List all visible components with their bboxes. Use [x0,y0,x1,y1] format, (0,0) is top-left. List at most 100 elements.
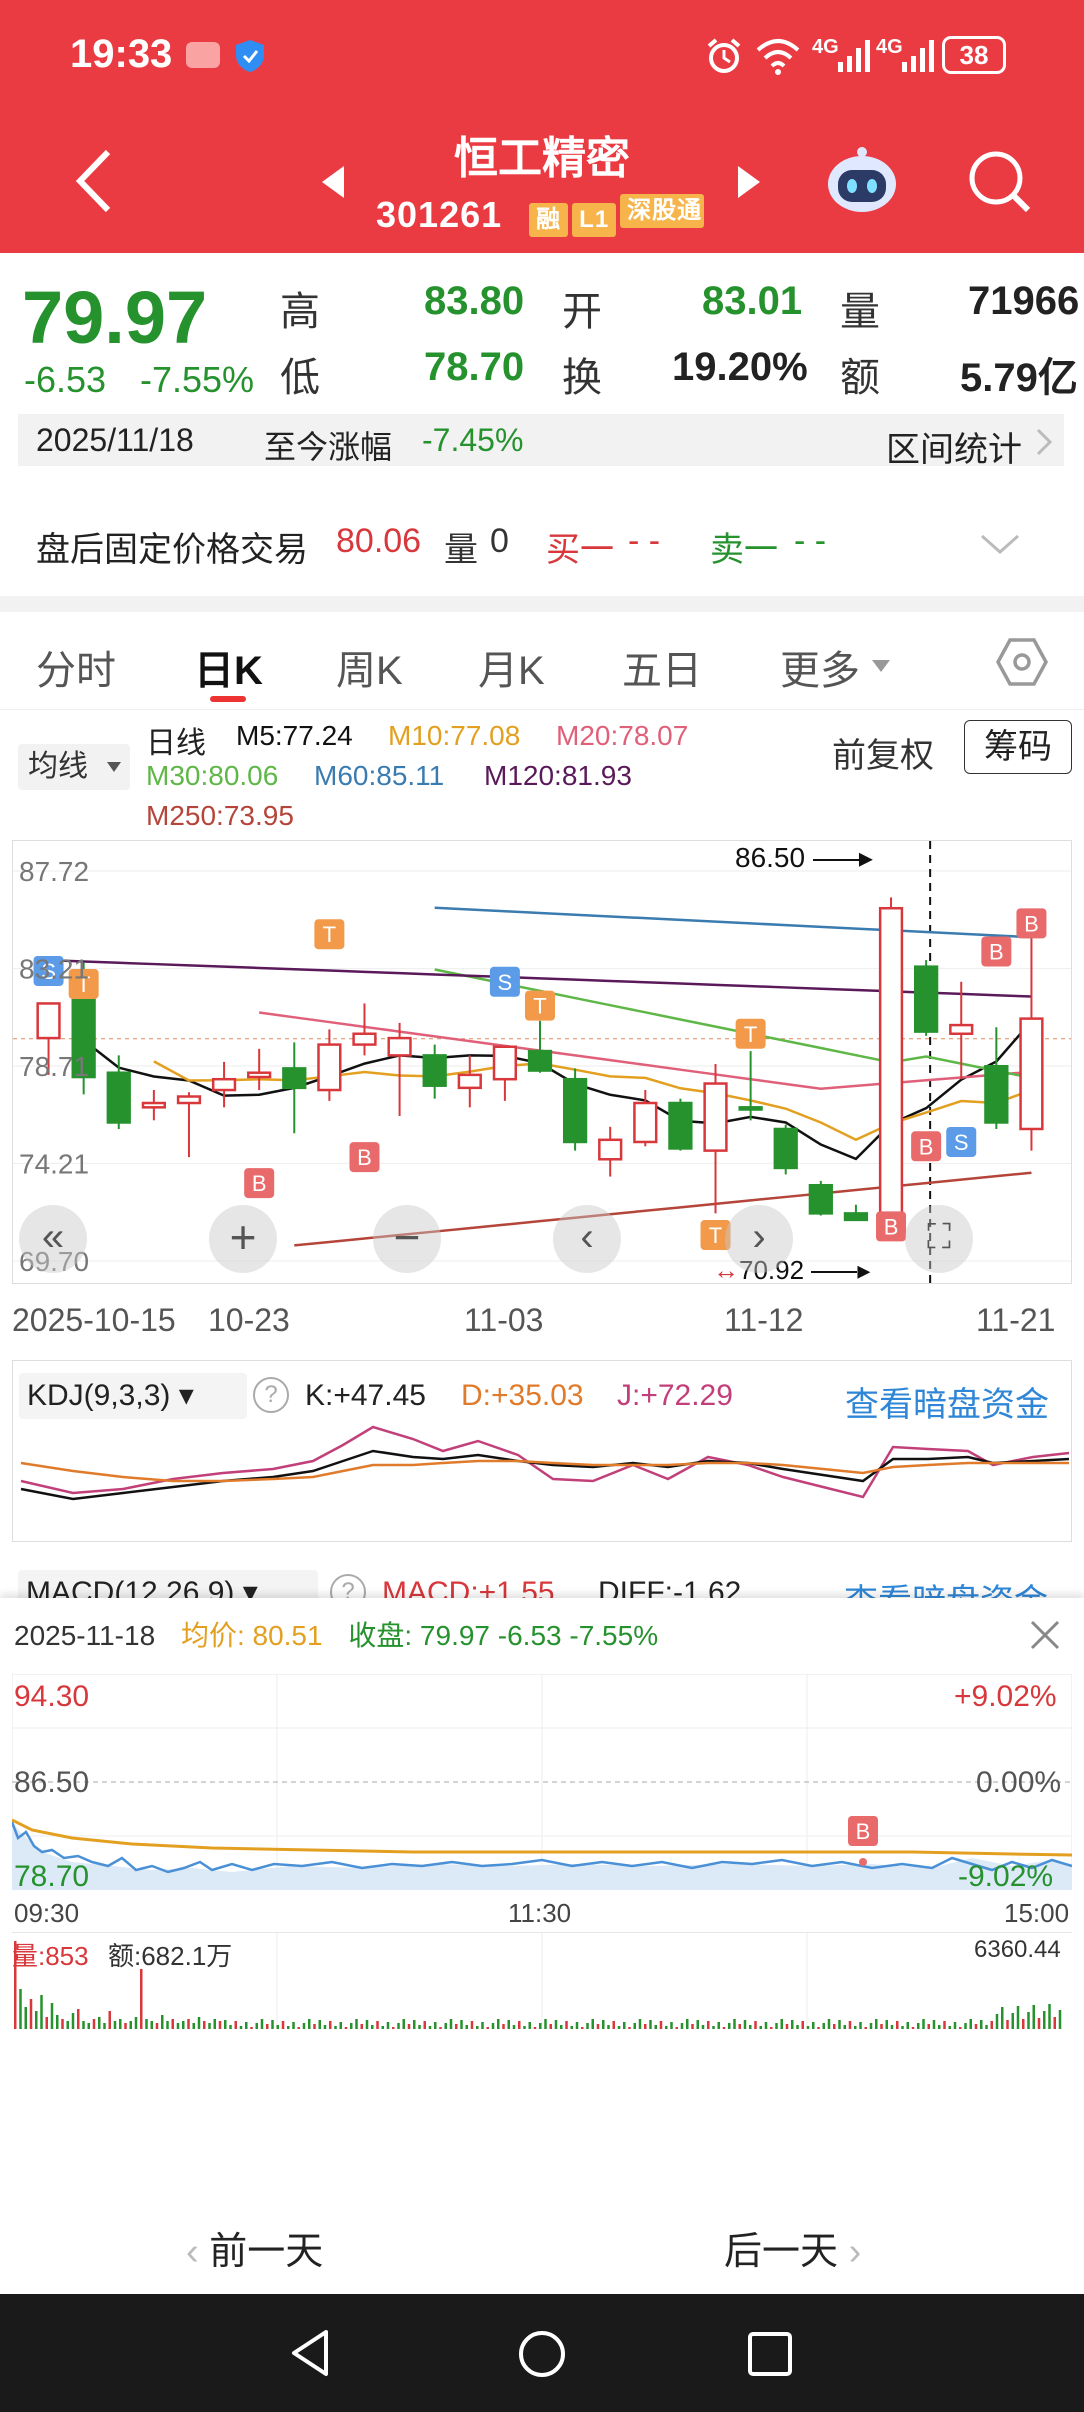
volume-bar [749,2025,752,2029]
kdj-d-value: D:+35.03 [461,1379,584,1412]
sell-marker-label: S [498,970,513,995]
tab-daily-k[interactable]: 日K [194,649,263,693]
t-marker [525,990,555,1021]
volume-bar [329,2021,332,2029]
volume-bar [402,2019,405,2029]
volume-bar [917,2023,920,2029]
fixed-trade-label: 盘后固定价格交易 [36,531,308,569]
scroll-right-button[interactable]: › [725,1205,793,1273]
intraday-volume-chart[interactable] [12,1932,1072,2029]
volume-bar [302,2023,306,2029]
chips-button[interactable]: 筹码 [964,720,1072,774]
next-day-button[interactable]: 后一天 › [724,2231,862,2273]
volume-bar [434,2022,437,2029]
volume-bar [140,1969,143,2029]
after-hours-fixed-price-row[interactable]: 盘后固定价格交易 80.06 量 0 买一 - - 卖一 - - [0,490,1084,598]
volume-bar [229,2025,232,2029]
volume-bar [644,2024,647,2029]
volume-bar [554,2020,558,2029]
prev-stock-icon[interactable] [318,164,348,200]
volume-bar [638,2019,642,2029]
volume-bar [885,2020,888,2029]
tab-weekly-k[interactable]: 周K [336,649,403,693]
volume-bar [255,2023,258,2029]
intraday-area [12,1822,1072,1890]
prev-day-button[interactable]: ‹ 前一天 [186,2231,324,2273]
high-value: 83.80 [424,279,525,323]
shield-icon [236,40,264,72]
chevron-down-icon[interactable] [980,532,1020,556]
candle-body [211,1077,237,1092]
intraday-price-chart[interactable]: B [12,1674,1072,1890]
adjust-mode-label[interactable]: 前复权 [832,737,934,775]
macd-help-icon[interactable]: ? [330,1574,366,1600]
volume-bar [182,2021,185,2029]
tag-level: L1 [572,203,617,237]
turnover-label: 换 [562,356,602,400]
nav-recents-icon[interactable] [746,2330,794,2378]
open-label: 开 [562,290,602,334]
zoom-out-button[interactable]: − [373,1205,441,1273]
tab-five-day[interactable]: 五日 [622,649,702,693]
robot-assistant-icon[interactable] [824,144,900,216]
interval-stats-link[interactable]: 区间统计 [886,431,1022,469]
nav-home-icon[interactable] [516,2328,568,2380]
volume-bar [397,2023,400,2029]
search-icon[interactable] [966,148,1032,214]
volume-bar [1001,2007,1004,2029]
status-time: 19:33 [70,32,173,76]
volume-bar [974,2024,978,2029]
volume-bar [691,2024,694,2029]
back-arrow-icon[interactable] [70,146,118,216]
kdj-name: KDJ(9,3,3) [27,1379,171,1412]
volume-bar [266,2024,269,2029]
help-icon[interactable]: ? [253,1377,289,1413]
popup-avg-label: 均价: [180,1620,245,1651]
collapse-button[interactable]: « [19,1205,87,1273]
volume-bar [507,2020,510,2029]
volume-bar [780,2019,783,2029]
volume-bar [113,2021,117,2029]
candle-body [949,1023,974,1036]
volume-bar [470,2021,474,2029]
tab-intraday[interactable]: 分时 [36,649,116,693]
volume-bar [649,2020,652,2029]
time-start-label: 09:30 [14,1898,80,1928]
volume-bar [533,2027,537,2029]
close-icon[interactable] [1028,1618,1062,1652]
volume-bar [953,2022,957,2029]
sell-marker [33,955,64,986]
kdj-dark-pool-link[interactable]: 查看暗盘资金 [845,1386,1049,1424]
candle-body [738,1106,763,1111]
signal-1-icon [838,40,870,72]
volume-bar [565,2021,568,2029]
volume-bar [119,2019,122,2029]
macd-panel: MACD(12,26,9) ▾ ? MACD:+1.55 DIFF:-1.62 … [12,1560,1072,1600]
volume-bar [806,2026,810,2029]
volume-bar [376,2021,379,2029]
volume-bar [602,2020,605,2029]
kdj-selector[interactable]: KDJ(9,3,3) ▾ [19,1373,247,1419]
volume-bar [486,2027,489,2029]
volume-bar [833,2024,836,2029]
scroll-left-button[interactable]: ‹ [553,1205,621,1273]
macd-selector[interactable]: MACD(12,26,9) ▾ [18,1570,318,1600]
zoom-in-button[interactable]: + [209,1205,277,1273]
buy-marker-label: B [989,940,1004,965]
next-stock-icon[interactable] [734,164,764,200]
popup-close-label: 收盘: [348,1620,413,1651]
period-change-bar[interactable]: 2025/11/18 至今涨幅 -7.45% 区间统计 [18,414,1064,469]
tab-more[interactable]: 更多 [780,649,860,693]
fullscreen-button[interactable]: ⛶ [905,1205,973,1273]
candle-body [282,1067,307,1090]
volume-bar [418,2025,421,2029]
nav-back-icon[interactable] [286,2328,336,2378]
tab-monthly-k[interactable]: 月K [478,649,545,693]
ma5-line [82,1020,1033,1161]
amount-label: 额:682.1万 [108,1941,233,1971]
macd-dark-pool-link[interactable]: 查看暗盘资金 [844,1574,1048,1600]
ma-selector[interactable]: 均线 [18,744,130,790]
settings-hexagon-icon[interactable] [996,636,1048,688]
volume-bar [770,2027,773,2029]
